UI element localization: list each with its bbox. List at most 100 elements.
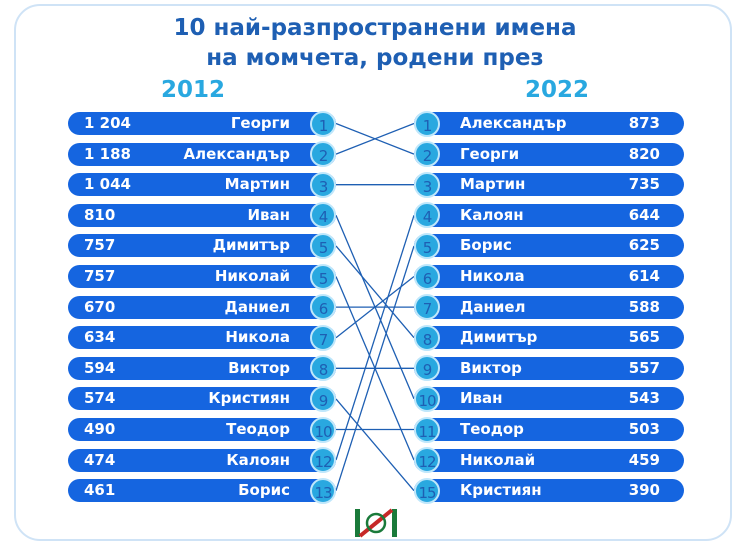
right-row: Борис 625 [414,234,684,258]
left-row: 474 Калоян [68,448,336,472]
right-row-count: 873 [628,114,660,132]
left-rank-badge: 5 [310,263,336,290]
right-row-count: 820 [628,144,660,163]
left-row-count: 594 [84,358,116,377]
left-row-name: Иван [247,205,290,224]
right-row: Даниел 588 [414,295,684,319]
logo-icon [355,508,397,538]
right-row-count: 614 [628,267,660,285]
right-row: Теодор 503 [414,418,684,441]
right-row: Александър 873 [414,112,684,135]
right-rank-badge: 4 [414,202,440,229]
left-row-count: 670 [84,297,116,316]
connector-line [335,215,415,461]
left-row-name: Георги [230,114,290,132]
right-rank-badge: 6 [414,263,440,290]
left-rank-badge: 12 [310,447,336,474]
left-row-name: Виктор [228,358,290,377]
left-row-name: Димитър [212,236,290,255]
right-row-name: Даниел [460,297,526,316]
left-rank-badge: 4 [310,202,336,229]
left-row: 1 188 Александър [68,142,336,166]
left-row-name: Даниел [224,297,290,316]
right-row-count: 557 [628,358,660,377]
left-rank-badge: 2 [310,141,336,168]
left-rank-badge: 13 [310,477,336,504]
left-row-count: 461 [84,481,116,500]
right-row: Калоян 644 [414,203,684,227]
right-row-name: Георги [460,144,520,163]
left-row-count: 490 [84,420,116,438]
right-row-name: Димитър [460,328,538,347]
title-line-1: 10 най-разпространени имена [173,15,577,41]
right-rank-badge: 7 [414,294,440,321]
left-row-count: 810 [84,205,116,224]
left-row: 757 Николай [68,265,336,288]
left-row-name: Николай [214,267,290,285]
right-row-name: Александър [460,114,567,132]
left-row: 574 Кристиян [68,387,336,411]
right-rank-badge: 15 [414,477,440,504]
left-rank-badge: 5 [310,232,336,259]
left-row: 594 Виктор [68,356,336,380]
left-row: 490 Теодор [68,418,336,441]
right-row-count: 588 [628,297,660,316]
right-rank-badge: 8 [414,324,440,351]
frame-border [14,4,732,541]
right-row-name: Калоян [460,205,524,224]
left-row: 461 Борис [68,479,336,503]
right-row-name: Теодор [460,420,524,438]
left-row-count: 474 [84,450,116,469]
connector-line [335,245,415,491]
right-row-name: Николай [460,450,536,469]
right-row-name: Иван [460,389,503,408]
right-row-count: 543 [628,389,660,408]
right-row: Николай 459 [414,448,684,472]
left-row-count: 757 [84,267,116,285]
left-row-name: Борис [238,481,290,500]
right-row: Виктор 557 [414,356,684,380]
left-row-name: Теодор [226,420,290,438]
right-row: Мартин 735 [414,173,684,197]
right-row: Иван 543 [414,387,684,411]
left-row: 1 204 Георги [68,112,336,135]
left-rank-badge: 7 [310,324,336,351]
right-row: Георги 820 [414,142,684,166]
left-row-name: Никола [225,328,290,347]
right-row-count: 390 [628,481,660,500]
right-row: Кристиян 390 [414,479,684,503]
right-row-name: Борис [460,236,512,255]
right-rank-badge: 2 [414,141,440,168]
right-row-count: 459 [628,450,660,469]
connector-line [335,122,415,155]
connector-line [335,245,415,339]
left-rank-badge: 3 [310,171,336,198]
right-rank-badge: 3 [414,171,440,198]
right-rank-badge: 9 [414,355,440,382]
right-rank-badge: 5 [414,232,440,259]
left-rank-badge: 6 [310,294,336,321]
right-row: Никола 614 [414,265,684,288]
right-rank-badge: 11 [414,416,440,443]
right-row-name: Виктор [460,358,522,377]
left-row-name: Мартин [224,175,290,194]
right-row-name: Кристиян [460,481,542,500]
left-row-count: 1 188 [84,144,131,163]
right-row-name: Мартин [460,175,526,194]
left-row: 634 Никола [68,326,336,350]
left-row-name: Александър [183,144,290,163]
left-row: 1 044 Мартин [68,173,336,197]
left-rank-badge: 10 [310,416,336,443]
left-row-count: 757 [84,236,116,255]
left-row-count: 1 044 [84,175,131,194]
right-row-count: 625 [628,236,660,255]
left-row-count: 574 [84,389,116,408]
right-row-count: 735 [628,175,660,194]
left-row-count: 1 204 [84,114,131,132]
right-row: Димитър 565 [414,326,684,350]
right-row-name: Никола [460,267,525,285]
right-row-count: 644 [628,205,660,224]
right-row-count: 565 [628,328,660,347]
